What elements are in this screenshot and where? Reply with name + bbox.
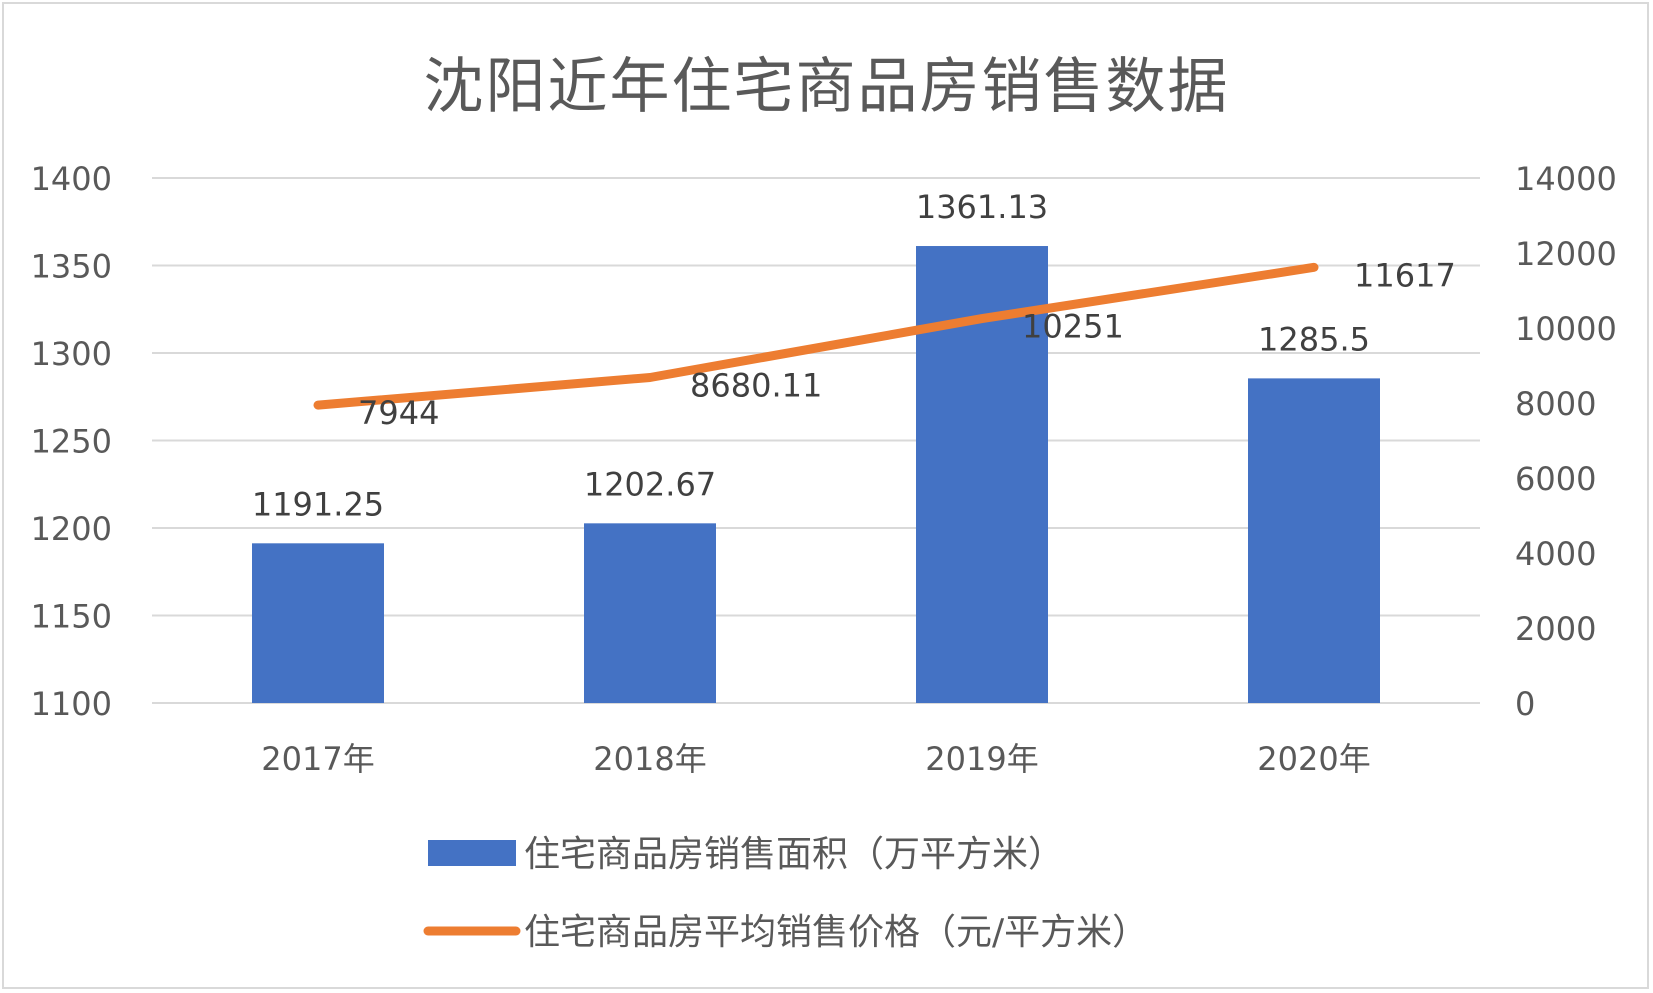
line-data-label: 8680.11 — [690, 366, 822, 404]
left-axis-tick-label: 1250 — [31, 423, 112, 461]
line-data-label: 10251 — [1022, 308, 1124, 346]
line-data-label: 11617 — [1354, 256, 1456, 294]
x-axis-tick-label: 2017年 — [261, 740, 374, 778]
right-axis-tick-label: 14000 — [1515, 160, 1617, 198]
bar-data-label: 1361.13 — [916, 188, 1048, 226]
x-axis-tick-label: 2018年 — [593, 740, 706, 778]
left-axis-tick-label: 1400 — [31, 160, 112, 198]
legend-bar-swatch — [428, 840, 516, 866]
legend-line-label: 住宅商品房平均销售价格（元/平方米） — [524, 912, 1148, 953]
bar-data-label: 1191.25 — [252, 485, 384, 523]
left-axis-tick-label: 1200 — [31, 510, 112, 548]
bar — [252, 543, 384, 703]
right-axis-tick-label: 10000 — [1515, 310, 1617, 348]
left-axis-tick-label: 1350 — [31, 248, 112, 286]
x-axis-tick-label: 2019年 — [925, 740, 1038, 778]
bar — [584, 523, 716, 703]
bar-data-label: 1202.67 — [584, 465, 716, 503]
line-series — [313, 262, 1319, 410]
left-axis-tick-label: 1100 — [31, 685, 112, 723]
right-axis-tick-label: 12000 — [1515, 235, 1617, 273]
legend-bar-label: 住宅商品房销售面积（万平方米） — [524, 834, 1064, 875]
x-axis-tick-label: 2020年 — [1257, 740, 1370, 778]
bar — [1248, 378, 1380, 703]
bar-data-label: 1285.5 — [1258, 320, 1370, 358]
left-axis-tick-label: 1150 — [31, 598, 112, 636]
right-axis-tick-label: 0 — [1515, 685, 1535, 723]
right-axis-tick-label: 6000 — [1515, 460, 1596, 498]
line-data-label: 7944 — [358, 394, 439, 432]
right-axis-tick-label: 2000 — [1515, 610, 1596, 648]
right-axis-tick-label: 8000 — [1515, 385, 1596, 423]
right-axis-tick-label: 4000 — [1515, 535, 1596, 573]
left-axis-tick-label: 1300 — [31, 335, 112, 373]
chart-title: 沈阳近年住宅商品房销售数据 — [423, 52, 1230, 122]
